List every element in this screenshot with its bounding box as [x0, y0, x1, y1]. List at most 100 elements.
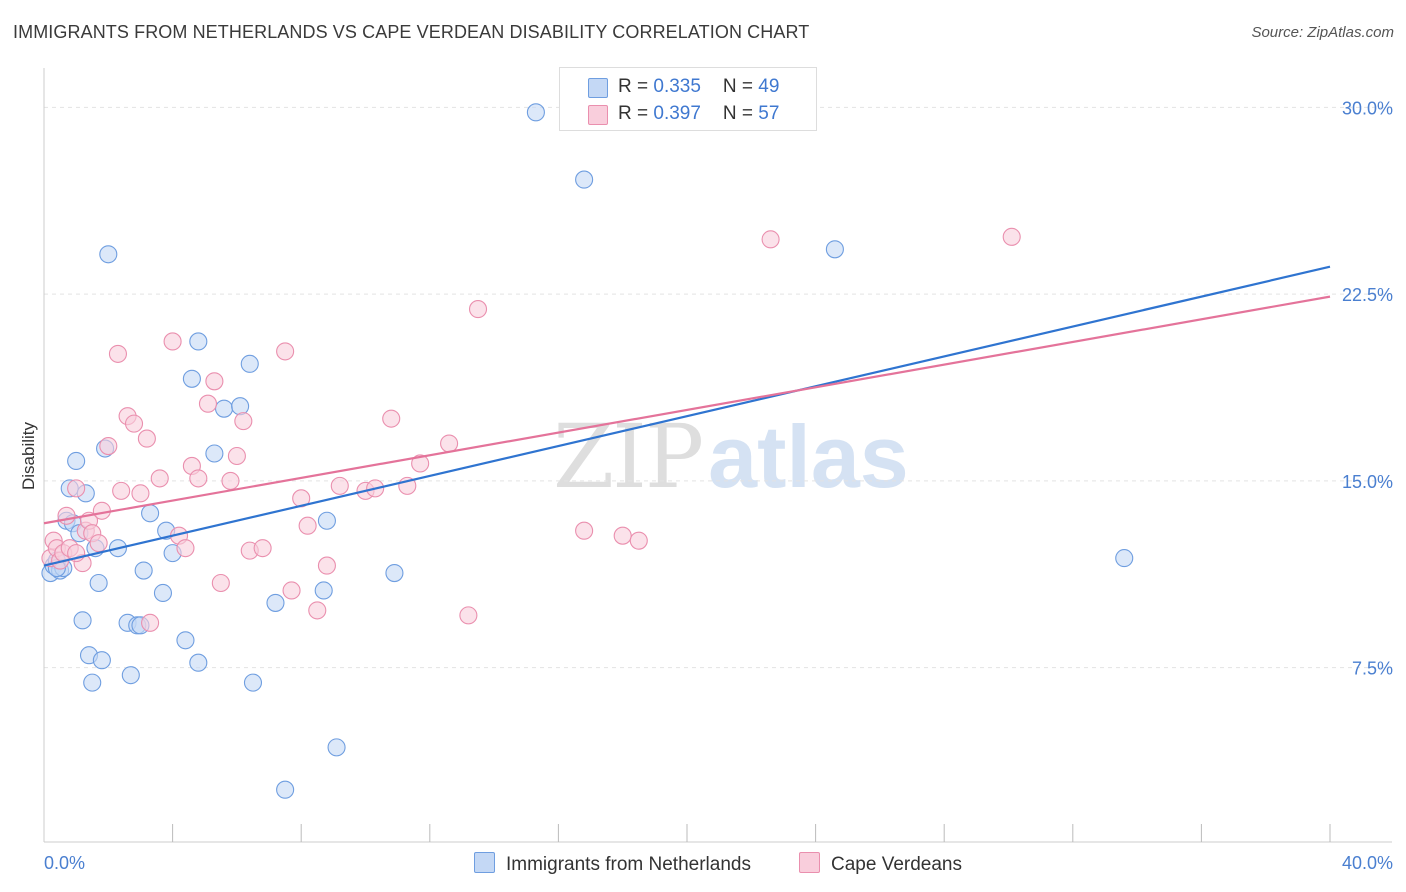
cape-verdean-point — [112, 481, 131, 500]
cape-verdean-point — [221, 471, 240, 490]
cape-verdean-point — [629, 531, 648, 550]
n-value: 49 — [758, 76, 780, 97]
y-tick-label: 7.5% — [1352, 659, 1393, 679]
netherlands-point — [1115, 549, 1134, 568]
cape-verdean-point — [761, 230, 780, 249]
cape-verdean-point — [298, 516, 317, 535]
r-value: 0.397 — [653, 103, 701, 124]
trend-layer — [43, 265, 1331, 567]
y-tick-label: 15.0% — [1342, 472, 1393, 492]
bottom-legend-cape-verdeans[interactable]: Cape Verdeans — [799, 852, 962, 876]
cape-verdean-point — [234, 412, 253, 431]
y-tick-label: 22.5% — [1342, 285, 1393, 305]
bottom-legend-label: Immigrants from Netherlands — [506, 854, 751, 875]
bottom-legend-swatch-pink — [799, 852, 820, 873]
cape-verdean-point — [150, 469, 169, 488]
r-value: 0.335 — [653, 76, 701, 97]
cape-verdean-point — [163, 332, 182, 351]
cape-verdean-point — [317, 556, 336, 575]
points-layer — [41, 103, 1134, 799]
netherlands-point — [153, 583, 173, 603]
x-tick-label: 0.0% — [44, 853, 85, 873]
cape-verdean-point — [276, 342, 295, 361]
netherlands-point — [385, 563, 404, 583]
netherlands-point — [67, 451, 86, 471]
netherlands-point — [176, 631, 195, 650]
netherlands-point — [276, 780, 295, 799]
netherlands-point — [189, 653, 208, 672]
chart-title: IMMIGRANTS FROM NETHERLANDS VS CAPE VERD… — [13, 22, 810, 42]
watermark-atlas: atlas — [708, 407, 909, 506]
r-label: R = — [618, 103, 654, 124]
netherlands-point — [240, 354, 259, 373]
cape-verdean-point — [99, 436, 118, 456]
n-value: 57 — [758, 103, 780, 124]
bottom-legend-swatch-blue — [474, 852, 495, 873]
netherlands-point — [92, 651, 111, 670]
netherlands-point — [73, 611, 92, 630]
n-label: N = — [722, 103, 759, 124]
cape-verdean-point — [89, 534, 108, 553]
cape-verdean-point — [382, 409, 401, 428]
netherlands-point — [526, 103, 545, 122]
n-label: N = — [722, 76, 759, 97]
cape-verdean-point — [189, 469, 208, 488]
netherlands-point — [89, 573, 108, 593]
bottom-legend-netherlands[interactable]: Immigrants from Netherlands — [474, 852, 751, 876]
netherlands-point — [182, 369, 201, 388]
cape-verdean-point — [575, 521, 594, 540]
cape-verdean-point — [211, 573, 230, 593]
cape-verdean-point — [67, 479, 86, 498]
netherlands-point — [575, 170, 594, 189]
cape-verdean-trend-line — [43, 295, 1331, 525]
netherlands-point — [99, 245, 118, 264]
cape-verdean-point — [57, 506, 76, 525]
netherlands-point — [83, 673, 102, 692]
cape-verdean-point — [205, 372, 224, 391]
x-tick-label: 40.0% — [1342, 853, 1393, 873]
r-label: R = — [618, 76, 654, 97]
netherlands-point — [314, 581, 333, 600]
cape-verdean-point — [459, 606, 478, 625]
cape-verdean-point — [176, 539, 195, 558]
cape-verdean-point — [440, 434, 459, 453]
zipatlas-watermark: ZIPatlas — [553, 405, 909, 508]
cape-verdean-point — [613, 526, 632, 545]
cape-verdean-point — [227, 446, 246, 466]
cape-verdean-point — [330, 476, 349, 495]
legend-swatch-blue — [588, 78, 608, 98]
cape-verdean-point — [308, 601, 327, 620]
netherlands-point — [134, 561, 153, 580]
axis-layer — [43, 68, 1392, 843]
legend-text: R = 0.335 N = 49 — [618, 76, 779, 98]
cape-verdean-point — [468, 300, 488, 319]
netherlands-point — [317, 511, 336, 530]
netherlands-trend-line — [43, 265, 1331, 567]
cape-verdean-point — [1002, 227, 1021, 246]
y-axis-label: Disability — [19, 421, 38, 490]
cape-verdean-point — [137, 429, 156, 448]
netherlands-point — [121, 666, 140, 685]
bottom-legend-label: Cape Verdeans — [831, 854, 962, 875]
cape-verdean-point — [282, 581, 301, 600]
legend-swatch-pink — [588, 105, 608, 125]
netherlands-point — [231, 397, 250, 416]
grid-layer — [44, 106, 1392, 669]
netherlands-point — [243, 673, 263, 692]
netherlands-point — [205, 444, 224, 463]
netherlands-point — [266, 593, 285, 612]
netherlands-point — [189, 332, 208, 351]
watermark-zip: ZIP — [553, 405, 704, 508]
cape-verdean-point — [198, 394, 218, 413]
legend-text: R = 0.397 N = 57 — [618, 103, 779, 125]
cape-verdean-point — [108, 344, 127, 363]
cape-verdean-point — [141, 613, 160, 632]
netherlands-point — [141, 504, 160, 523]
y-tick-label: 30.0% — [1342, 98, 1393, 118]
stats-legend: R = 0.335 N = 49 R = 0.397 N = 57 — [559, 67, 817, 131]
label-layer: 7.5% 15.0% 22.5% 30.0% 0.0% 40.0% — [44, 98, 1393, 873]
cape-verdean-point — [131, 484, 150, 503]
cape-verdean-point — [253, 539, 272, 558]
netherlands-point — [825, 240, 844, 259]
